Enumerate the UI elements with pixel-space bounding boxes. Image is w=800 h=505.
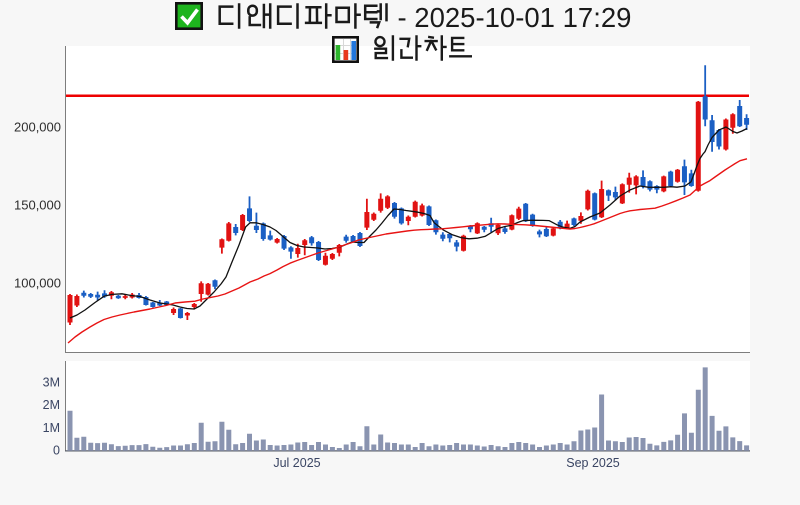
svg-text:Jul 2025: Jul 2025	[273, 456, 320, 470]
svg-text:2M: 2M	[43, 398, 60, 412]
svg-text:Sep 2025: Sep 2025	[566, 456, 620, 470]
svg-text:1M: 1M	[43, 421, 60, 435]
svg-text:- 2025-10-01 17:29: - 2025-10-01 17:29	[398, 2, 632, 33]
svg-text:100,000: 100,000	[14, 275, 61, 290]
svg-text:150,000: 150,000	[14, 197, 61, 212]
svg-text:0: 0	[53, 444, 60, 458]
svg-text:200,000: 200,000	[14, 119, 61, 134]
svg-text:3M: 3M	[43, 376, 60, 390]
